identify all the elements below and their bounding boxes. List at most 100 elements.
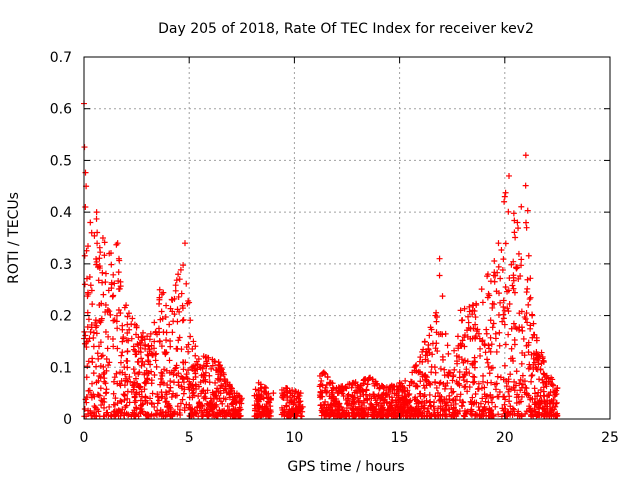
data-point [518,308,525,315]
data-point-peak [106,250,113,257]
data-point [120,391,127,398]
data-point-peak [447,369,454,376]
data-point [389,387,396,394]
data-point [474,326,481,333]
data-point [82,204,89,211]
data-point [540,370,547,377]
data-point [344,392,351,399]
data-point [442,413,449,420]
data-point [350,413,357,420]
data-point [172,282,179,289]
data-point-peak [501,193,508,200]
data-point [463,409,470,416]
data-point [516,380,523,387]
data-point [512,234,519,241]
data-point [508,345,515,352]
data-point [524,276,531,283]
data-point [174,411,181,418]
data-point [102,302,109,309]
data-point [515,225,522,232]
data-point [133,331,140,338]
data-point [339,407,346,414]
data-point [221,378,228,385]
data-point [509,282,516,289]
data-point [528,378,535,385]
data-point [509,355,516,362]
data-point [93,330,100,337]
data-point [492,330,499,337]
data-point [448,389,455,396]
data-point [349,406,356,413]
data-point [475,380,482,387]
data-point [167,378,174,385]
data-point [162,395,169,402]
data-point-peak [350,379,357,386]
data-point [505,308,512,315]
data-point [156,338,163,345]
data-point [419,398,426,405]
data-point [151,372,158,379]
data-point [128,413,135,420]
data-point [398,403,405,410]
data-point [511,229,518,236]
data-point [343,405,350,412]
data-point [517,376,524,383]
data-point [401,388,408,395]
data-point [489,324,496,331]
data-point [373,380,380,387]
data-point [551,389,558,396]
data-point [125,337,132,344]
data-point [475,403,482,410]
data-point [82,169,89,176]
data-point [106,359,113,366]
data-point [175,337,182,344]
data-point [366,392,373,399]
data-point-peak [470,302,477,309]
data-point [352,387,359,394]
data-point [195,393,202,400]
data-point [333,409,340,416]
data-point [172,287,179,294]
data-point [176,308,183,315]
data-point [487,278,494,285]
plot-frame [83,56,611,420]
data-point [511,341,518,348]
data-point-peak [181,240,188,247]
data-point [197,379,204,386]
data-point [141,361,148,368]
data-point [484,356,491,363]
data-point [283,403,290,410]
data-point [501,401,508,408]
data-point [88,391,95,398]
data-point-peak [190,338,197,345]
data-point [117,310,124,317]
data-point [158,291,165,298]
data-point [237,406,244,413]
data-point [476,335,483,342]
data-point [459,398,466,405]
data-point [206,401,213,408]
data-point [149,390,156,397]
data-point [256,395,263,402]
data-point [439,293,446,300]
data-point [534,366,541,373]
data-point [124,329,131,336]
data-point [102,380,109,387]
data-point [116,380,123,387]
data-point [480,372,487,379]
data-point [506,398,513,405]
data-point [496,389,503,396]
data-point [543,383,550,390]
x-tick-label: 20 [496,430,514,446]
y-tick-labels: 0 0.1 0.2 0.3 0.4 0.5 0.6 0.7 [50,50,72,428]
data-point [522,182,529,189]
data-point [482,398,489,405]
data-point [387,383,394,390]
data-point [295,399,302,406]
data-point [199,410,206,417]
data-point [491,269,498,276]
data-point [505,331,512,338]
data-point [515,250,522,257]
data-point [87,282,94,289]
data-point [236,399,243,406]
